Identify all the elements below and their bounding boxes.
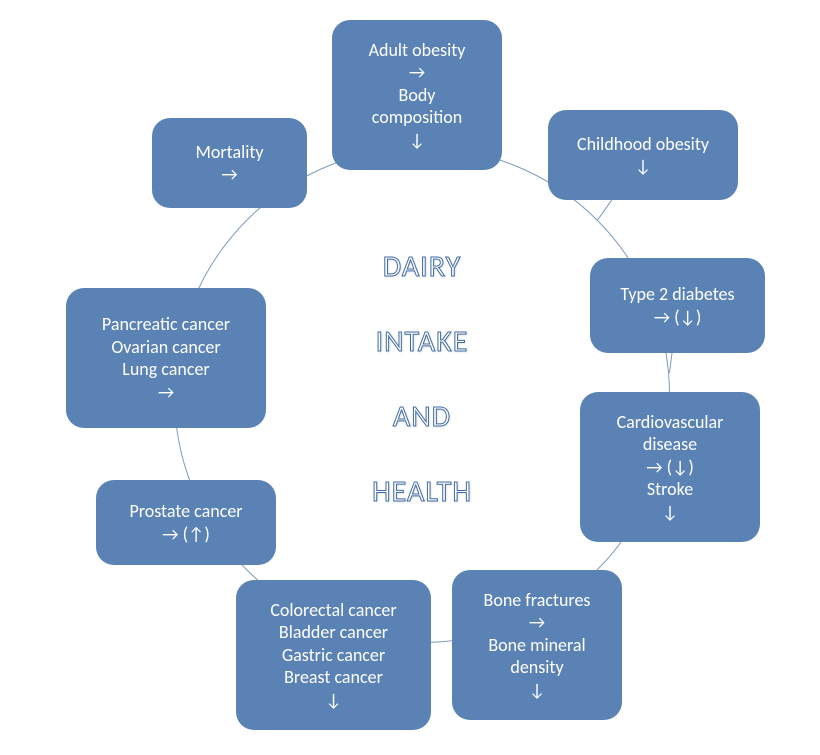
node-text: ↓ <box>635 155 651 178</box>
node-text: ↓ <box>325 689 341 712</box>
node-cancers-4: Colorectal cancer Bladder cancer Gastric… <box>236 580 431 730</box>
node-text: Stroke <box>647 478 693 501</box>
node-text: Type 2 diabetes <box>620 283 734 306</box>
node-text: Colorectal cancer Bladder cancer Gastric… <box>270 599 396 689</box>
node-text: ↓ <box>662 501 678 524</box>
node-text: Bone mineral density <box>488 634 585 679</box>
node-adult-obesity: Adult obesity→Body composition↓ <box>332 20 502 170</box>
node-bone: Bone fractures→Bone mineral density↓ <box>452 570 622 720</box>
node-text: → (↑) <box>162 523 210 546</box>
node-mortality: Mortality→ <box>152 118 307 208</box>
node-text: Adult obesity <box>369 39 466 62</box>
node-text: → (↓) <box>646 456 694 479</box>
node-text: → <box>529 611 545 634</box>
node-prostate: Prostate cancer→ (↑) <box>96 480 276 565</box>
node-text: Pancreatic cancer Ovarian cancer Lung ca… <box>102 313 230 381</box>
diagram-canvas: DAIRYINTAKEANDHEALTH Adult obesity→Body … <box>0 0 820 755</box>
node-text: Body composition <box>372 84 462 129</box>
node-text: Childhood obesity <box>577 133 709 156</box>
node-text: → <box>409 61 425 84</box>
node-text: Mortality <box>195 141 263 164</box>
node-cvd-stroke: Cardiovascular disease→ (↓)Stroke↓ <box>580 392 760 542</box>
node-text: ↓ <box>529 679 545 702</box>
node-text: ↓ <box>409 129 425 152</box>
node-text: → <box>221 163 237 186</box>
node-type2-diabetes: Type 2 diabetes→ (↓) <box>590 258 765 353</box>
node-childhood-obesity: Childhood obesity↓ <box>548 110 738 200</box>
node-text: → (↓) <box>654 306 702 329</box>
node-cancers-3: Pancreatic cancer Ovarian cancer Lung ca… <box>66 288 266 428</box>
node-text: Prostate cancer <box>129 500 242 523</box>
node-text: Bone fractures <box>484 589 591 612</box>
node-text: Cardiovascular disease <box>617 411 724 456</box>
node-text: → <box>158 381 174 404</box>
